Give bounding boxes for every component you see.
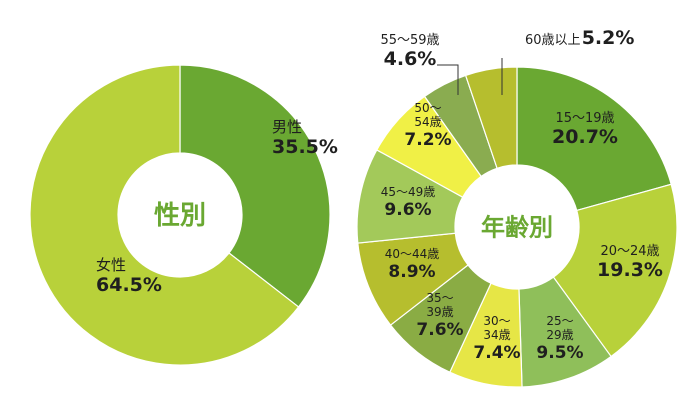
- value-label: 7.6%: [416, 320, 463, 340]
- value-label: 35.5%: [272, 136, 338, 158]
- category-label: 45～49歳: [381, 185, 436, 199]
- chart2-slice-0: [516, 66, 672, 212]
- value-label: 4.6%: [384, 48, 437, 70]
- chart1-title: 性別: [154, 201, 206, 231]
- category-label: 39歳: [426, 305, 453, 319]
- chart2-label-9: 60歳以上 5.2%: [501, 27, 635, 95]
- chart2-slice-9: [464, 66, 518, 170]
- category-label: 54歳: [414, 115, 441, 129]
- value-label: 7.4%: [473, 343, 520, 363]
- category-label: 20～24歳: [600, 244, 659, 259]
- category-label: 25～: [546, 314, 573, 328]
- value-label: 7.2%: [404, 130, 451, 150]
- value-label: 8.9%: [388, 262, 435, 282]
- category-label: 15～19歳: [555, 111, 614, 126]
- category-label: 40～44歳: [385, 247, 440, 261]
- category-label: 55～59歳: [380, 33, 439, 48]
- category-label: 35～: [426, 291, 453, 305]
- value-label: 19.3%: [597, 259, 663, 281]
- category-label: 50～: [414, 101, 441, 115]
- value-label: 9.6%: [384, 200, 431, 220]
- value-label: 64.5%: [96, 274, 162, 296]
- category-label: 男性: [272, 118, 302, 136]
- category-label: 30～: [483, 314, 510, 328]
- category-label: 29歳: [546, 328, 573, 342]
- value-label: 20.7%: [552, 126, 618, 148]
- chart2-title: 年齢別: [481, 213, 553, 241]
- value-label: 9.5%: [536, 343, 583, 363]
- category-label: 女性: [96, 256, 126, 274]
- value-label: 5.2%: [582, 27, 635, 49]
- chart2-slice-1: [552, 183, 678, 358]
- leader-line: [437, 64, 459, 95]
- chart1-slice-0: [179, 64, 331, 308]
- category-label: 60歳以上: [525, 33, 581, 48]
- category-label: 34歳: [483, 328, 510, 342]
- chart1-slice-1: [29, 64, 300, 366]
